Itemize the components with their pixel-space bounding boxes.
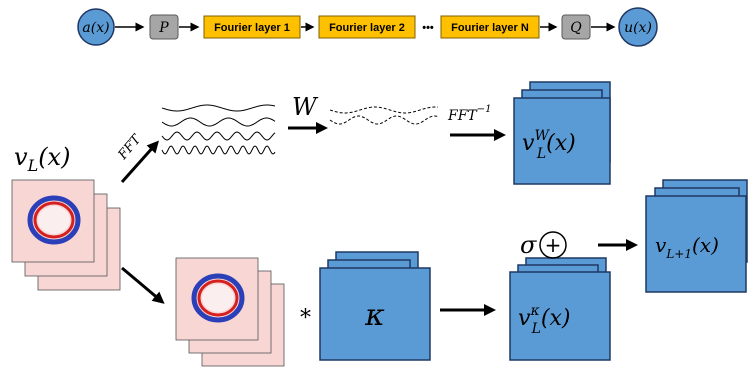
page: a(x) P Fourier layer 1 Fourier layer 2 •… [0, 0, 753, 367]
t: v [655, 233, 667, 257]
fft-label: FFT [115, 131, 145, 163]
input-label: vL(x) [14, 143, 70, 175]
t: L [531, 321, 541, 337]
wave [162, 132, 275, 140]
ellipsis: ••• [422, 22, 434, 34]
kernel-label: κ [364, 298, 385, 333]
t: FFT [447, 108, 478, 124]
wave [330, 116, 438, 124]
t: (x) [541, 306, 571, 331]
node-label: Q [570, 20, 582, 36]
t: κ [529, 303, 539, 319]
sum-label: + [545, 233, 562, 257]
t: (x) [546, 131, 576, 156]
t: L [536, 146, 546, 162]
t: L+1 [665, 247, 692, 261]
waves [162, 105, 275, 154]
t: v [518, 306, 531, 331]
wave [162, 105, 275, 111]
wave [162, 118, 275, 126]
t: L [27, 156, 39, 175]
node-label: Fourier layer 2 [329, 22, 405, 34]
diagram: a(x) P Fourier layer 1 Fourier layer 2 •… [0, 0, 753, 367]
node-label: P [158, 20, 169, 36]
activation-label: σ [520, 231, 537, 259]
t: (x) [692, 233, 719, 257]
pipeline: a(x) P Fourier layer 1 Fourier layer 2 •… [78, 8, 657, 46]
t: (x) [38, 143, 70, 171]
arrow [122, 268, 160, 300]
node-label: Fourier layer N [451, 22, 529, 34]
node-label: a(x) [82, 20, 109, 36]
filtered-waves [330, 107, 438, 124]
wave [162, 146, 275, 154]
wave [330, 107, 438, 113]
t: −1 [477, 104, 492, 115]
ifft-label: FFT−1 [447, 104, 492, 124]
image [176, 258, 258, 340]
weight-label: W [292, 93, 319, 121]
image [12, 180, 94, 262]
node-label: u(x) [624, 20, 652, 36]
node-label: Fourier layer 1 [214, 22, 290, 34]
t: v [522, 131, 535, 156]
conv-label: * [300, 306, 311, 331]
t: v [14, 143, 28, 171]
